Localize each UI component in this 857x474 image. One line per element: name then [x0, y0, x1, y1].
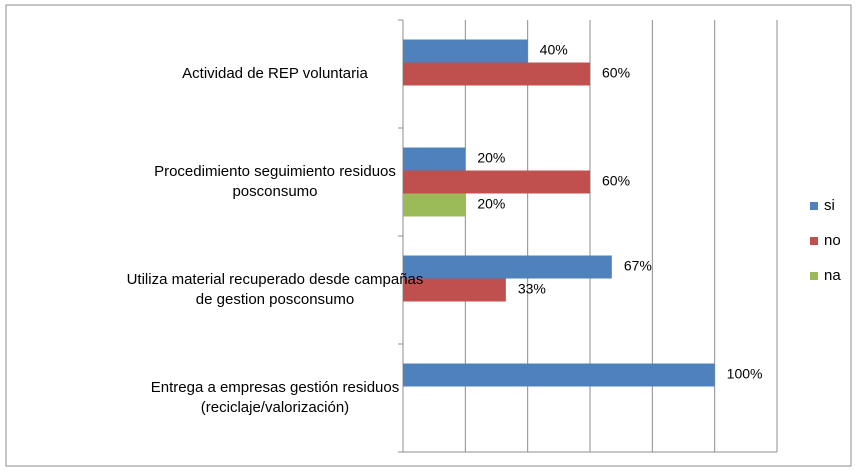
bar	[403, 363, 715, 387]
y-tick-label: Utiliza material recuperado desde campañ…	[126, 271, 424, 308]
legend-label: na	[824, 267, 841, 284]
y-tick-label: Actividad de REP voluntaria	[182, 65, 368, 82]
data-label: 40%	[540, 42, 568, 58]
data-label: 33%	[518, 281, 546, 297]
legend-label: no	[824, 232, 841, 249]
data-label: 60%	[602, 173, 630, 189]
bar	[403, 278, 506, 302]
bar	[403, 62, 590, 86]
bar	[403, 147, 466, 171]
data-label: 100%	[727, 366, 763, 382]
legend-label: si	[824, 197, 835, 214]
data-label: 20%	[477, 150, 505, 166]
bar	[403, 39, 528, 63]
bar	[403, 255, 612, 279]
data-label: 60%	[602, 65, 630, 81]
y-tick-label: Entrega a empresas gestión residuos (rec…	[150, 379, 400, 416]
data-label: 67%	[624, 258, 652, 274]
legend-swatch	[810, 237, 818, 245]
y-tick-label: Procedimiento seguimiento residuos posco…	[154, 163, 396, 200]
data-label: 20%	[477, 196, 505, 212]
legend-swatch	[810, 272, 818, 280]
bar	[403, 170, 590, 194]
bar	[403, 193, 466, 217]
legend-swatch	[810, 202, 818, 210]
